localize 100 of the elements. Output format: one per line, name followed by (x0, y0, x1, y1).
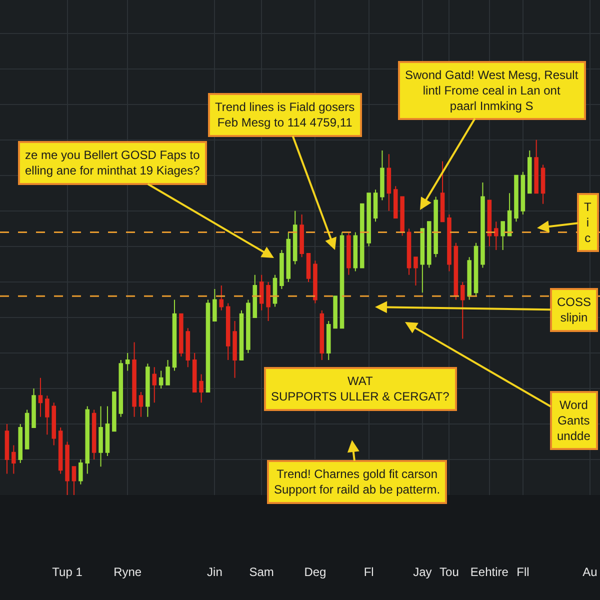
annotation: Trend! Charnes gold fit carson Support for raild ab be patterm. (274, 467, 440, 497)
candlestick (92, 409, 96, 460)
candlestick (146, 363, 150, 418)
candlestick (454, 242, 458, 300)
candlestick (38, 377, 43, 418)
candlestick (292, 210, 298, 265)
candlestick (400, 196, 404, 236)
candlestick (125, 352, 130, 372)
candlestick (212, 288, 217, 322)
x-tick-label: Tup 1 (52, 565, 83, 579)
candlestick (520, 171, 526, 215)
candlestick (474, 242, 478, 297)
candlestick (152, 366, 157, 404)
candlestick (406, 228, 412, 276)
candlestick (300, 214, 304, 258)
candlestick (373, 189, 378, 222)
candlestick (179, 313, 184, 358)
x-tick-label: Fll (516, 565, 530, 579)
candlestick (414, 256, 418, 286)
annotation: WAT SUPPORTS ULLER & CERGAT? (271, 374, 450, 404)
x-tick-label: Eehtire (470, 565, 509, 579)
candlestick (280, 249, 284, 290)
candlestick (192, 352, 197, 393)
candlestick (393, 186, 398, 219)
candlestick (467, 256, 472, 300)
candlestick (226, 302, 230, 361)
candlestick (186, 328, 190, 368)
candlestick (272, 274, 278, 308)
text: Trend lines is Fiald gosers Feb Mesg to 114 4759,11 (215, 100, 355, 130)
candlestick (252, 274, 258, 318)
candlestick (166, 360, 170, 386)
candlestick (320, 310, 324, 361)
text: Swond Gatd! West Mesg, Result lintl Frome ceal in Lan ont paarl Inmking S (405, 68, 579, 114)
candlestick (65, 441, 70, 495)
candlestick (158, 370, 164, 389)
candlestick (534, 139, 538, 194)
candlestick (118, 360, 124, 418)
candlestick (85, 406, 90, 474)
annotation: COSS slipin (557, 295, 592, 325)
candlestick (286, 232, 291, 282)
candlestick (12, 444, 16, 474)
candlestick (360, 203, 364, 268)
candlestick (98, 406, 103, 468)
candlestick (346, 232, 351, 276)
candlestick (340, 232, 344, 329)
candlestick (199, 374, 204, 404)
candlestick (440, 160, 445, 222)
x-tick-label: Jay (413, 565, 432, 579)
candlestick (313, 260, 318, 304)
candlestick (366, 192, 371, 247)
candlestick (426, 221, 432, 268)
candlestick (138, 392, 144, 418)
candlestick (32, 388, 36, 428)
candlestick (259, 274, 264, 311)
candlestick (24, 409, 30, 450)
annotation: Word Gants undde (557, 398, 591, 444)
candlestick (500, 221, 505, 250)
candlestick (447, 214, 452, 272)
candlestick (18, 423, 23, 464)
candlestick (72, 466, 76, 495)
candlestick (460, 281, 465, 340)
candlestick (487, 200, 492, 247)
annotation: T i c (584, 200, 592, 246)
candlestick (380, 150, 384, 201)
candlestick (45, 395, 50, 436)
x-tick-label: Ryne (114, 565, 142, 579)
candlestick (52, 402, 56, 446)
x-tick-label: Fl (364, 565, 374, 579)
x-tick-label: Tou (440, 565, 459, 579)
x-tick-label: Jin (207, 565, 222, 579)
candlestick (132, 342, 136, 418)
candlestick (219, 284, 224, 311)
candlestick (78, 458, 83, 485)
candlestick (58, 427, 63, 474)
candlestick (480, 182, 485, 268)
x-tick-label: Au (582, 565, 598, 579)
candlestick (105, 406, 110, 456)
candlestick (4, 423, 10, 474)
candlestick (172, 299, 177, 372)
candlestick (206, 299, 210, 393)
candlestick (112, 392, 116, 432)
candlestick (353, 232, 358, 272)
x-tick-label: Deg (304, 565, 326, 579)
candlestick (540, 164, 546, 204)
candlestick (507, 192, 512, 236)
x-tick-label: Sam (249, 565, 274, 579)
candlestick (494, 221, 498, 250)
candlestick (420, 228, 425, 294)
candlestick (246, 299, 250, 354)
candlestick (326, 320, 331, 361)
candlestick (434, 196, 438, 258)
candlestick (266, 281, 270, 322)
candlestick (232, 320, 237, 378)
candlestick (333, 296, 338, 329)
candlestick (386, 154, 392, 212)
annotation: ze me you Bellert GOSD Faps to elling ane for minthat 19 Kiages? (25, 148, 200, 178)
candlestick (528, 150, 532, 194)
candlestick (306, 253, 311, 282)
candlestick (239, 310, 244, 361)
candlestick (514, 174, 518, 222)
